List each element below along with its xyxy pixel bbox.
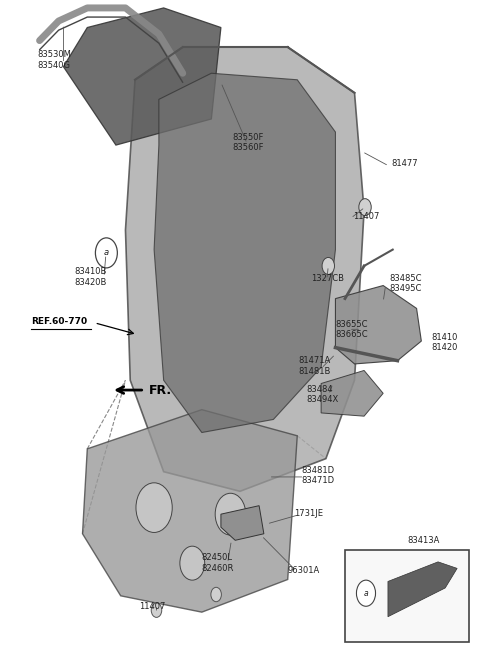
- Text: FR.: FR.: [149, 384, 172, 397]
- Circle shape: [215, 493, 246, 535]
- Polygon shape: [63, 8, 221, 145]
- Text: REF.60-770: REF.60-770: [31, 317, 87, 326]
- Text: 96301A: 96301A: [288, 567, 320, 575]
- Polygon shape: [83, 409, 297, 612]
- Text: 82450L
82460R: 82450L 82460R: [202, 554, 234, 573]
- Text: 83410B
83420B: 83410B 83420B: [74, 268, 106, 287]
- Polygon shape: [388, 562, 457, 617]
- Text: 83655C
83665C: 83655C 83665C: [336, 319, 368, 339]
- Circle shape: [151, 603, 162, 617]
- Polygon shape: [221, 506, 264, 541]
- Text: 83530M
83540G: 83530M 83540G: [37, 51, 71, 70]
- Text: 83485C
83495C: 83485C 83495C: [389, 274, 421, 293]
- Text: a: a: [104, 249, 109, 257]
- Text: 83481D
83471D: 83481D 83471D: [301, 466, 334, 485]
- FancyBboxPatch shape: [345, 550, 469, 642]
- Text: 81471A
81481B: 81471A 81481B: [298, 356, 331, 376]
- Circle shape: [211, 587, 221, 602]
- Circle shape: [322, 257, 335, 274]
- Polygon shape: [321, 371, 383, 416]
- Text: 11407: 11407: [353, 212, 379, 221]
- Text: 11407: 11407: [139, 602, 165, 611]
- Circle shape: [357, 580, 375, 606]
- Circle shape: [359, 199, 371, 216]
- Polygon shape: [154, 73, 336, 432]
- Polygon shape: [336, 285, 421, 364]
- Text: 1327CB: 1327CB: [312, 274, 345, 283]
- Text: 83413A: 83413A: [408, 536, 440, 545]
- Circle shape: [180, 546, 204, 580]
- Text: 83484
83494X: 83484 83494X: [307, 385, 339, 404]
- Text: 81410
81420: 81410 81420: [431, 333, 457, 352]
- Circle shape: [96, 238, 117, 268]
- Text: 83550F
83560F: 83550F 83560F: [233, 133, 264, 152]
- Circle shape: [136, 483, 172, 533]
- Polygon shape: [125, 47, 364, 491]
- Text: a: a: [364, 588, 368, 598]
- Text: 81477: 81477: [392, 159, 419, 168]
- Text: 1731JE: 1731JE: [294, 509, 324, 518]
